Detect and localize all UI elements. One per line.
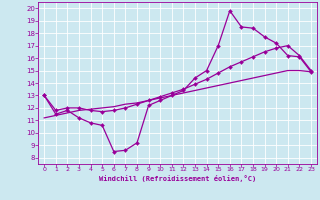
X-axis label: Windchill (Refroidissement éolien,°C): Windchill (Refroidissement éolien,°C) bbox=[99, 175, 256, 182]
